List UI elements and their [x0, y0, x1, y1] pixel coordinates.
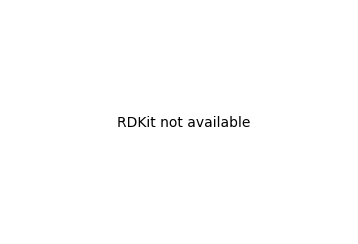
Text: RDKit not available: RDKit not available — [117, 116, 250, 130]
